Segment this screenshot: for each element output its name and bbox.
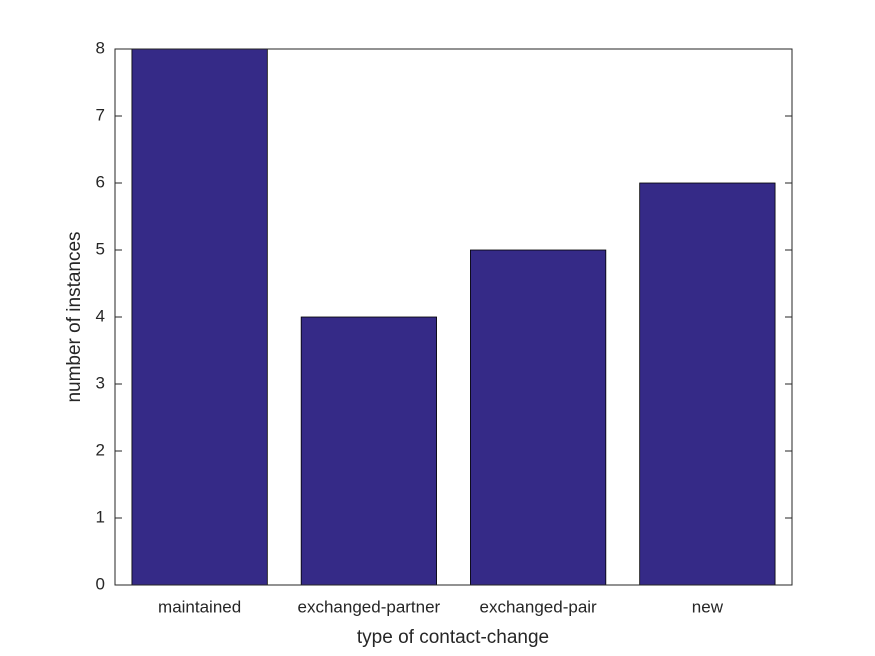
y-tick-label: 1	[96, 507, 105, 526]
x-tick-label: maintained	[158, 597, 241, 616]
x-axis-label: type of contact-change	[357, 627, 549, 648]
y-axis-label: number of instances	[64, 231, 85, 402]
bar	[639, 182, 776, 586]
x-tick-label: exchanged-pair	[480, 597, 598, 616]
y-tick-label: 5	[96, 239, 105, 258]
y-tick-label: 2	[96, 440, 105, 459]
y-tick-label: 8	[96, 38, 105, 57]
y-tick-label: 6	[96, 172, 105, 191]
x-tick-label: new	[692, 597, 724, 616]
bar	[131, 48, 268, 586]
y-tick-label: 3	[96, 373, 105, 392]
y-tick-label: 4	[96, 306, 105, 325]
y-tick-label: 7	[96, 105, 105, 124]
bar	[470, 249, 607, 586]
y-tick-label: 0	[96, 574, 105, 593]
bar	[300, 316, 437, 586]
axes-box	[114, 48, 793, 586]
x-tick-label: exchanged-partner	[298, 597, 441, 616]
